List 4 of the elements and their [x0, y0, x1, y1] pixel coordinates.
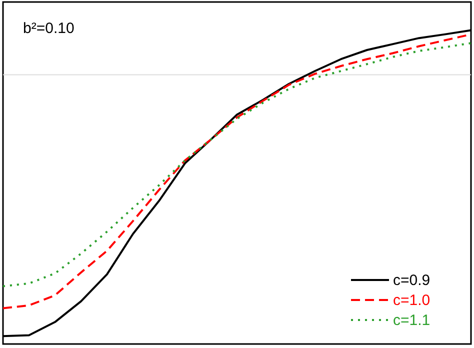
legend-label: c=1.1 [393, 312, 430, 329]
legend-label: c=1.0 [393, 292, 430, 309]
legend-label: c=0.9 [393, 272, 430, 289]
annotation: b²=0.10 [23, 20, 74, 37]
